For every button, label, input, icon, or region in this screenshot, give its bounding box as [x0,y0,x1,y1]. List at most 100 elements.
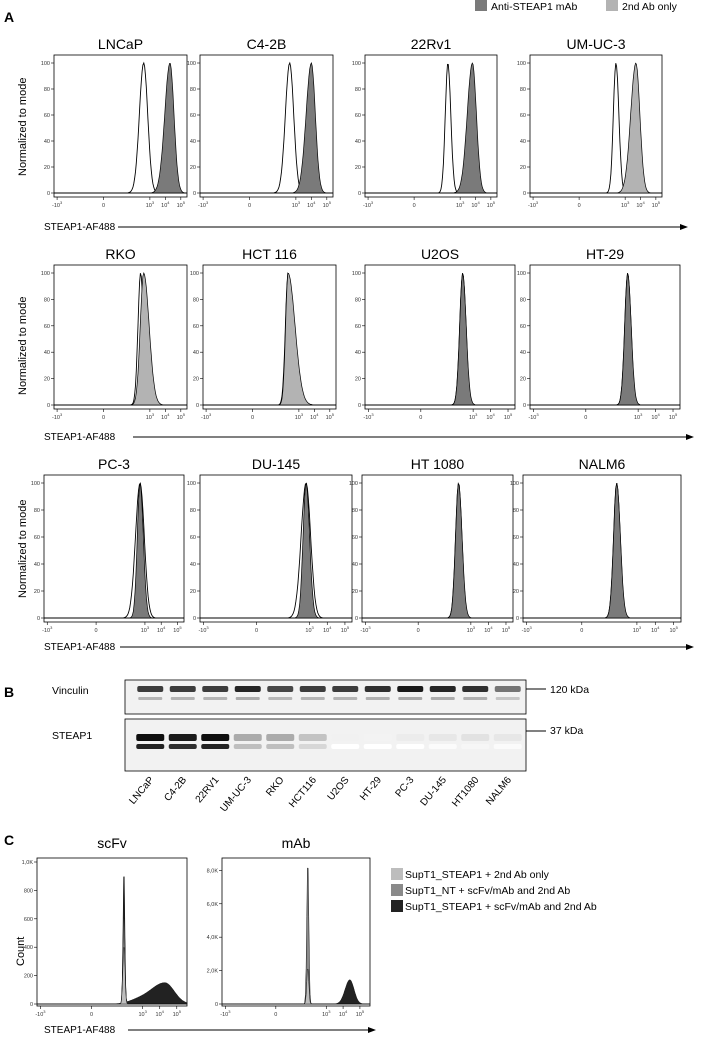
x-tick-exponent: 5 [675,412,678,417]
y-tick-label: 100 [187,481,196,487]
vinculin-lower-band [138,697,163,700]
x-tick-exponent: 3 [206,625,209,630]
x-tick-exponent: 5 [179,625,182,630]
lane-label: U2OS [326,775,352,803]
x-tick-label: 104 [339,1009,348,1018]
y-tick-label: 20 [44,377,50,383]
x-tick-label: 0 [102,203,105,209]
x-tick-exponent: 3 [475,412,478,417]
panel-title: NALM6 [579,456,626,472]
x-tick-label: -103 [528,412,539,421]
steap1-lower-band [331,744,360,749]
x-tick-label: 104 [161,412,170,421]
y-tick-label: 40 [520,350,526,356]
blot-bands [136,686,522,749]
x-tick-exponent: 5 [183,200,186,205]
mab-histogram [54,63,187,194]
steap1-band [363,734,392,741]
y-tick-label: 0 [30,1002,33,1008]
panel-c-letter: C [4,832,14,848]
x-tick-exponent: 5 [183,412,186,417]
x-tick-label: 104 [156,1009,165,1018]
row2-xlabel: STEAP1-AF488 [44,432,116,443]
y-tick-label: 200 [24,974,33,980]
plot-frame [43,474,185,623]
steap1-band [428,734,457,741]
plot-frame [202,264,337,410]
vinculin-lower-band [170,697,195,700]
y-tick-label: 0 [193,616,196,622]
y-tick-label: 20 [34,589,40,595]
y-tick-label: 80 [513,508,519,514]
x-tick-label: 105 [177,200,186,209]
lane-label: PC-3 [393,775,416,800]
y-tick-label: 400 [24,945,33,951]
x-tick-label: 104 [157,625,166,634]
vinculin-lower-band [463,697,488,700]
x-tick-exponent: 3 [152,412,155,417]
y-tick-label: 80 [34,508,40,514]
x-tick-exponent: 3 [328,1009,331,1014]
steap1-lower-band [266,744,295,749]
y-tick-label: 20 [352,589,358,595]
x-tick-label: 103 [139,1009,148,1018]
panel-title: C4-2B [247,36,287,52]
steap1-band [331,734,360,741]
x-tick-exponent: 3 [50,625,53,630]
x-tick-label: 104 [651,412,660,421]
y-tick-label: 100 [352,271,361,277]
legend-second-swatch [606,0,618,11]
x-tick-exponent: 3 [530,625,533,630]
mab-histogram [200,482,352,619]
row2-ylabel: Normalized to mode [17,297,29,395]
x-tick-exponent: 3 [640,412,643,417]
panel-title: HT 1080 [411,456,465,472]
y-tick-label: 20 [190,165,196,171]
y-tick-label: 60 [190,535,196,541]
y-tick-label: 20 [355,165,361,171]
panel-title: U2OS [421,246,459,262]
steap1-band [233,734,262,741]
row3-ylabel: Normalized to mode [17,500,29,598]
y-tick-label: 0 [37,616,40,622]
lane-label: NALM6 [484,775,514,808]
plot-frame [364,264,516,410]
y-tick-label: 0 [358,191,361,197]
y-tick-label: 60 [193,324,199,330]
y-tick-label: 100 [31,481,40,487]
panel-title: mAb [282,835,311,851]
vinculin-lower-band [333,697,358,700]
y-tick-label: 20 [190,589,196,595]
lane-label: HT1080 [450,775,482,810]
x-tick-exponent: 3 [473,625,476,630]
x-tick-label: 0 [248,203,251,209]
row1-xlabel: STEAP1-AF488 [44,222,116,233]
vinculin-band [234,686,261,692]
x-tick-label: -103 [201,412,212,421]
x-tick-label: 0 [580,628,583,634]
y-tick-label: 20 [520,377,526,383]
y-tick-label: 40 [193,350,199,356]
x-tick-label: 0 [413,203,416,209]
y-tick-label: 80 [520,297,526,303]
y-tick-label: 0 [358,403,361,409]
x-tick-label: 104 [323,625,332,634]
plot-frame [522,474,682,623]
lane-label: C4-2B [162,775,189,804]
row3-x-arrowhead [686,644,694,650]
x-tick-label: 103 [305,625,314,634]
vinculin-band [364,686,391,692]
x-tick-exponent: 4 [329,625,332,630]
y-tick-label: 80 [190,87,196,93]
x-tick-exponent: 3 [147,625,150,630]
steap1-lower-band [493,744,522,749]
x-tick-label: 103 [634,412,643,421]
legend-label: SupT1_NT + scFv/mAb and 2nd Ab [405,885,570,897]
x-tick-label: 0 [417,628,420,634]
vinculin-band [397,686,424,692]
panel-b-letter: B [4,684,14,700]
